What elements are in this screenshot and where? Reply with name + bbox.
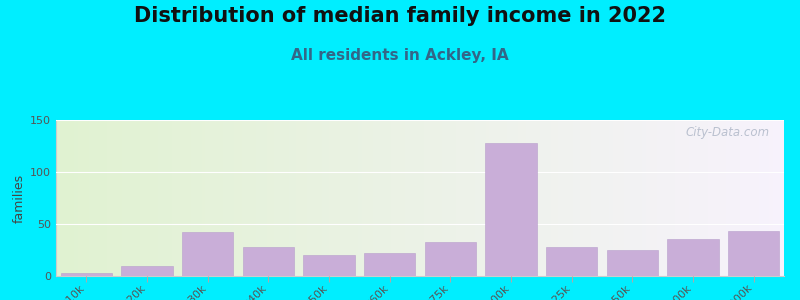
Bar [61, 273, 112, 276]
Bar [546, 247, 598, 276]
Bar [486, 143, 537, 276]
Bar [303, 255, 354, 276]
Bar [606, 250, 658, 276]
Bar [364, 253, 415, 276]
Bar [425, 242, 476, 276]
Bar [182, 232, 234, 276]
Text: Distribution of median family income in 2022: Distribution of median family income in … [134, 6, 666, 26]
Text: City-Data.com: City-Data.com [686, 126, 770, 139]
Bar [242, 247, 294, 276]
Y-axis label: families: families [13, 173, 26, 223]
Text: All residents in Ackley, IA: All residents in Ackley, IA [291, 48, 509, 63]
Bar [122, 266, 173, 276]
Bar [667, 238, 718, 276]
Bar [728, 231, 779, 276]
